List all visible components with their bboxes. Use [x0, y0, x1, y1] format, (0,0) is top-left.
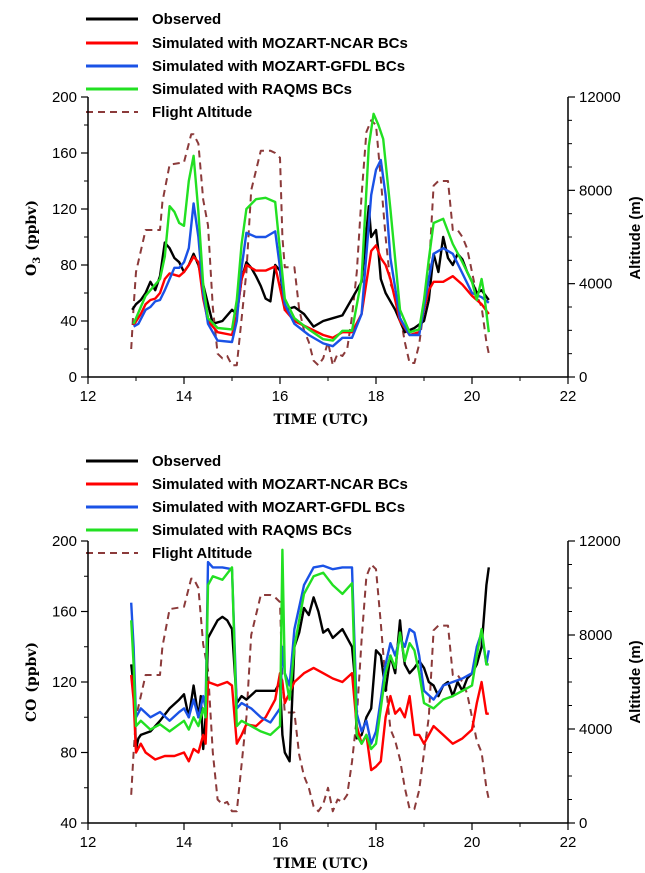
- o3-y-tick-label: 0: [69, 369, 77, 386]
- co-y2-tick-label: 0: [579, 815, 587, 832]
- o3-y-axis-title-unit: (ppbv): [24, 200, 40, 251]
- o3-x-tick-label: 12: [80, 388, 97, 405]
- co-series-mozart-gfdl: [130, 560, 490, 745]
- o3-y-tick-label: 40: [60, 313, 77, 330]
- o3-x-tick-label: 20: [464, 388, 481, 405]
- o3-y-tick-label: 200: [52, 89, 77, 106]
- o3-y2-tick-label: 8000: [579, 182, 612, 199]
- co-y2-tick-label: 4000: [579, 721, 612, 738]
- o3-y2-axis-title: Altitude (m): [627, 196, 644, 279]
- co-y-tick-label: 80: [60, 745, 77, 762]
- o3-x-tick-label: 16: [272, 388, 289, 405]
- o3-chart: Observed Simulated with MOZART-NCAR BCs …: [24, 11, 644, 428]
- legend-label-mozart-ncar: Simulated with MOZART-NCAR BCs: [152, 35, 408, 52]
- o3-series-layer: [130, 112, 490, 367]
- legend-label-mozart-ncar: Simulated with MOZART-NCAR BCs: [152, 476, 408, 493]
- co-plot-area: 12 14 16 18 20 22 40 80 120 160 200 0 4000 8000 12000: [52, 533, 621, 851]
- co-chart: Observed Simulated with MOZART-NCAR BCs …: [24, 453, 644, 872]
- o3-x-tick-label: 14: [176, 388, 193, 405]
- co-x-axis-title: TIME (UTC): [273, 856, 368, 872]
- co-y-tick-label: 120: [52, 674, 77, 691]
- o3-y-tick-label: 160: [52, 145, 77, 162]
- o3-y-tick-label: 120: [52, 201, 77, 218]
- o3-y-axis-title-main: O: [24, 264, 40, 276]
- legend-label-mozart-gfdl: Simulated with MOZART-GFDL BCs: [152, 499, 405, 516]
- co-series-observed: [130, 567, 490, 763]
- co-series-layer: [130, 548, 490, 813]
- co-y2-tick-label: 8000: [579, 627, 612, 644]
- legend-label-altitude: Flight Altitude: [152, 545, 252, 562]
- o3-y-tick-label: 80: [60, 257, 77, 274]
- o3-y2-tick-label: 0: [579, 369, 587, 386]
- co-x-tick-label: 20: [464, 834, 481, 851]
- o3-legend: Observed Simulated with MOZART-NCAR BCs …: [86, 11, 408, 121]
- o3-x-axis-title: TIME (UTC): [273, 412, 368, 428]
- legend-label-mozart-gfdl: Simulated with MOZART-GFDL BCs: [152, 58, 405, 75]
- o3-series-raqms: [132, 112, 490, 342]
- co-series-altitude: [130, 563, 490, 813]
- co-series-raqms: [130, 548, 489, 751]
- co-x-tick-label: 22: [560, 834, 577, 851]
- co-y-axis-title: CO (ppbv): [24, 642, 40, 722]
- co-series-mozart-ncar: [130, 666, 489, 772]
- co-x-tick-label: 14: [176, 834, 193, 851]
- legend-label-raqms: Simulated with RAQMS BCs: [152, 81, 352, 98]
- co-x-tick-label: 18: [368, 834, 385, 851]
- co-y-axis-title-unit: (ppbv): [24, 642, 40, 693]
- co-y2-axis-title: Altitude (m): [627, 640, 644, 723]
- co-axes-layer: 12 14 16 18 20 22 40 80 120 160 200 0 4000 8000 12000: [52, 533, 621, 851]
- co-y2-tick-label: 12000: [579, 533, 621, 550]
- co-y-tick-label: 160: [52, 604, 77, 621]
- legend-label-altitude: Flight Altitude: [152, 104, 252, 121]
- legend-label-raqms: Simulated with RAQMS BCs: [152, 522, 352, 539]
- legend-label-observed: Observed: [152, 453, 221, 470]
- o3-x-tick-label: 18: [368, 388, 385, 405]
- o3-x-tick-label: 22: [560, 388, 577, 405]
- o3-y2-tick-label: 4000: [579, 276, 612, 293]
- o3-y-axis-title: O3 (ppbv): [24, 200, 43, 276]
- o3-y2-tick-label: 12000: [579, 89, 621, 106]
- co-x-tick-label: 12: [80, 834, 97, 851]
- co-legend: Observed Simulated with MOZART-NCAR BCs …: [86, 453, 408, 562]
- co-y-tick-label: 40: [60, 815, 77, 832]
- co-y-axis-title-main: CO: [24, 699, 40, 722]
- co-y-tick-label: 200: [52, 533, 77, 550]
- legend-label-observed: Observed: [152, 11, 221, 28]
- co-x-tick-label: 16: [272, 834, 289, 851]
- o3-y-axis-title-sub: 3: [32, 257, 43, 264]
